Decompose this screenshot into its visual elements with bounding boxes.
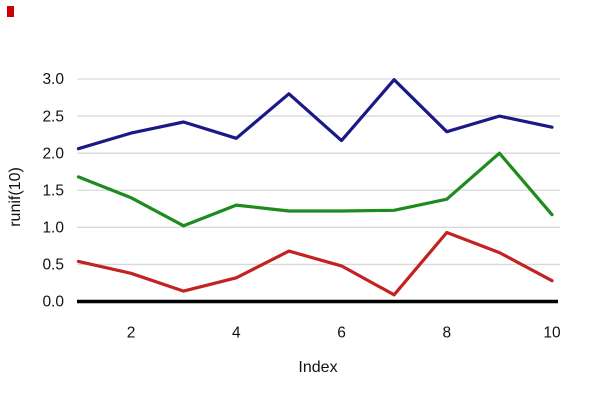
y-tick-label: 1.0 (42, 220, 64, 237)
x-tick-label: 10 (543, 325, 561, 342)
x-tick-label: 8 (442, 325, 451, 342)
y-tick-label: 0.0 (42, 294, 64, 311)
y-tick-label: 3.0 (42, 71, 64, 88)
x-tick-label: 2 (127, 325, 136, 342)
red-marker (7, 6, 14, 17)
x-tick-label: 6 (337, 325, 346, 342)
series-layer (76, 78, 554, 297)
y-tick-label: 2.0 (42, 145, 64, 162)
y-tick-label: 0.5 (42, 257, 64, 274)
tick-layer: 0.0 0.5 1.0 1.5 2.0 2.5 3.0 2 4 6 8 10 (42, 71, 561, 341)
x-tick-label: 4 (232, 325, 241, 342)
x-axis-title: Index (298, 359, 337, 376)
grid-layer (77, 78, 560, 304)
y-axis-title: runif(10) (7, 167, 24, 227)
y-tick-label: 2.5 (42, 108, 64, 125)
red-line (76, 230, 554, 297)
green-line (76, 151, 554, 228)
y-tick-label: 1.5 (42, 182, 64, 199)
blue-line (76, 78, 554, 151)
